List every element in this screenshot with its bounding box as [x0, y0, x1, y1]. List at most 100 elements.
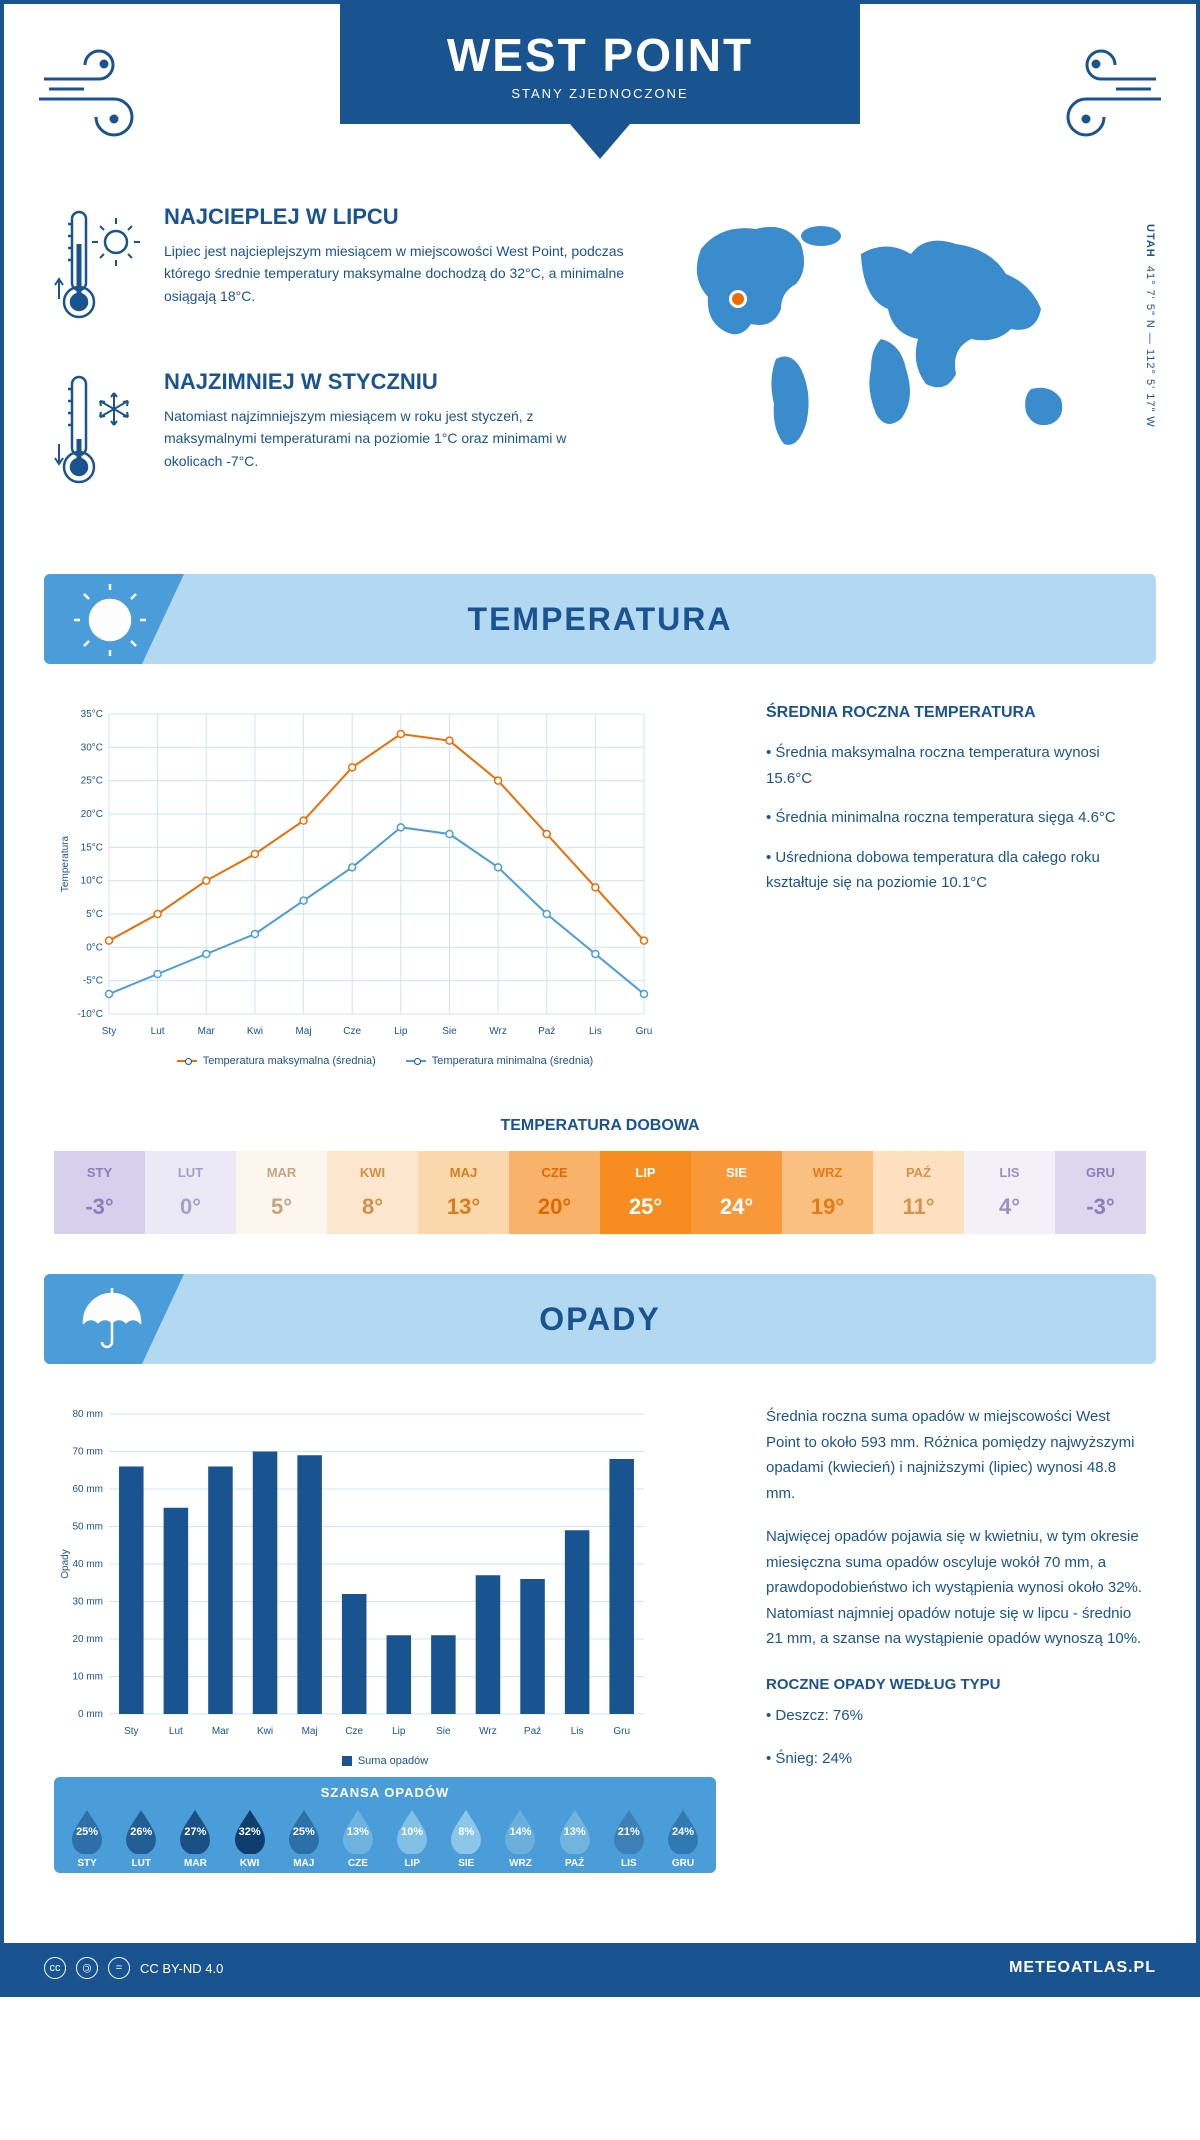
warmest-text: Lipiec jest najcieplejszym miesiącem w m…: [164, 240, 626, 307]
svg-text:Paź: Paź: [524, 1726, 541, 1737]
svg-text:Kwi: Kwi: [257, 1726, 273, 1737]
daily-temp-cell: LIS4°: [964, 1151, 1055, 1234]
daily-temp-cell: MAR5°: [236, 1151, 327, 1234]
svg-text:35°C: 35°C: [81, 709, 103, 720]
page-title: WEST POINT: [340, 28, 860, 82]
svg-text:Opady: Opady: [60, 1549, 71, 1578]
temperature-bullet: • Średnia minimalna roczna temperatura s…: [766, 805, 1146, 831]
map-block: UTAH 41° 7' 5" N — 112° 5' 17" W: [666, 204, 1146, 534]
rain-chance-item: 32%KWI: [223, 1806, 277, 1869]
precip-type-title: ROCZNE OPADY WEDŁUG TYPU: [766, 1676, 1146, 1693]
rain-chance-item: 26%LUT: [114, 1806, 168, 1869]
svg-text:20°C: 20°C: [81, 809, 103, 820]
daily-temp-cell: STY-3°: [54, 1151, 145, 1234]
temperature-bullet: • Uśredniona dobowa temperatura dla całe…: [766, 845, 1146, 896]
svg-text:Lip: Lip: [394, 1026, 408, 1037]
svg-text:Sie: Sie: [442, 1026, 457, 1037]
svg-text:Temperatura: Temperatura: [60, 835, 71, 892]
svg-text:0 mm: 0 mm: [78, 1709, 103, 1720]
svg-text:60 mm: 60 mm: [72, 1484, 103, 1495]
daily-temp-cell: LUT0°: [145, 1151, 236, 1234]
rain-chance-item: 27%MAR: [168, 1806, 222, 1869]
temperature-body: -10°C-5°C0°C5°C10°C15°C20°C25°C30°C35°CS…: [4, 664, 1196, 1107]
svg-text:Lis: Lis: [571, 1726, 584, 1737]
svg-text:70 mm: 70 mm: [72, 1447, 103, 1458]
footer: cc 🄯 = CC BY-ND 4.0 METEOATLAS.PL: [4, 1943, 1196, 1993]
license-block: cc 🄯 = CC BY-ND 4.0: [44, 1957, 223, 1979]
svg-text:-5°C: -5°C: [83, 976, 103, 987]
warmest-block: NAJCIEPLEJ W LIPCU Lipiec jest najcieple…: [54, 204, 626, 339]
page-subtitle: STANY ZJEDNOCZONE: [340, 86, 860, 101]
coldest-text: Natomiast najzimniejszym miesiącem w rok…: [164, 405, 626, 472]
coordinates: UTAH 41° 7' 5" N — 112° 5' 17" W: [1144, 224, 1156, 428]
daily-temp-cell: KWI8°: [327, 1151, 418, 1234]
temperature-header: TEMPERATURA: [44, 574, 1156, 664]
rain-chance-item: 25%STY: [60, 1806, 114, 1869]
svg-text:25°C: 25°C: [81, 776, 103, 787]
svg-text:30°C: 30°C: [81, 742, 103, 753]
svg-text:20 mm: 20 mm: [72, 1634, 103, 1645]
daily-temp-title: TEMPERATURA DOBOWA: [4, 1117, 1196, 1135]
svg-text:Mar: Mar: [212, 1726, 230, 1737]
precip-snow-pct: • Śnieg: 24%: [766, 1746, 1146, 1772]
svg-text:50 mm: 50 mm: [72, 1522, 103, 1533]
precipitation-header: OPADY: [44, 1274, 1156, 1364]
rain-chance-panel: SZANSA OPADÓW 25%STY26%LUT27%MAR32%KWI25…: [54, 1777, 716, 1873]
rain-chance-item: 8%SIE: [439, 1806, 493, 1869]
daily-temp-cell: LIP25°: [600, 1151, 691, 1234]
svg-text:10 mm: 10 mm: [72, 1672, 103, 1683]
daily-temp-cell: SIE24°: [691, 1151, 782, 1234]
svg-text:Sty: Sty: [124, 1726, 138, 1737]
precipitation-bar-chart: 0 mm 10 mm 20 mm 30 mm 40 mm 50 mm 60 mm 70 mm 8…: [54, 1404, 654, 1744]
coldest-block: NAJZIMNIEJ W STYCZNIU Natomiast najzimni…: [54, 369, 626, 504]
svg-text:Lis: Lis: [589, 1026, 602, 1037]
temperature-legend: Temperatura maksymalna (średnia) Tempera…: [54, 1055, 716, 1067]
svg-text:Lip: Lip: [392, 1726, 406, 1737]
svg-text:Gru: Gru: [613, 1726, 630, 1737]
svg-text:Lut: Lut: [151, 1026, 165, 1037]
temperature-line-chart: -10°C-5°C0°C5°C10°C15°C20°C25°C30°C35°CS…: [54, 704, 654, 1044]
thermometer-snow-icon: [54, 369, 144, 504]
rain-chance-item: 13%PAŹ: [548, 1806, 602, 1869]
svg-text:Paź: Paź: [538, 1026, 555, 1037]
thermometer-sun-icon: [54, 204, 144, 339]
cc-icon: cc: [44, 1957, 66, 1979]
svg-text:15°C: 15°C: [81, 842, 103, 853]
rain-chance-title: SZANSA OPADÓW: [54, 1785, 716, 1800]
wind-icon-left: [34, 44, 164, 144]
svg-text:Wrz: Wrz: [479, 1726, 497, 1737]
svg-text:Sie: Sie: [436, 1726, 451, 1737]
site-name: METEOATLAS.PL: [1009, 1959, 1156, 1977]
by-icon: 🄯: [76, 1957, 98, 1979]
rain-chance-item: 21%LIS: [602, 1806, 656, 1869]
daily-temp-cell: CZE20°: [509, 1151, 600, 1234]
warmest-title: NAJCIEPLEJ W LIPCU: [164, 204, 626, 230]
temperature-section-title: TEMPERATURA: [468, 601, 733, 638]
svg-text:Mar: Mar: [198, 1026, 216, 1037]
svg-text:-10°C: -10°C: [77, 1009, 103, 1020]
svg-text:80 mm: 80 mm: [72, 1409, 103, 1420]
sun-icon: [74, 584, 146, 661]
umbrella-icon: [74, 1284, 144, 1359]
license-text: CC BY-ND 4.0: [140, 1961, 223, 1976]
rain-chance-item: 25%MAJ: [277, 1806, 331, 1869]
svg-text:40 mm: 40 mm: [72, 1559, 103, 1570]
precip-rain-pct: • Deszcz: 76%: [766, 1703, 1146, 1729]
precipitation-section-title: OPADY: [539, 1301, 660, 1338]
world-map-icon: [666, 204, 1106, 464]
daily-temp-strip: STY-3°LUT0°MAR5°KWI8°MAJ13°CZE20°LIP25°S…: [54, 1151, 1146, 1234]
rain-chance-item: 10%LIP: [385, 1806, 439, 1869]
svg-text:5°C: 5°C: [86, 909, 103, 920]
nd-icon: =: [108, 1957, 130, 1979]
avg-temp-title: ŚREDNIA ROCZNA TEMPERATURA: [766, 704, 1146, 722]
daily-temp-cell: GRU-3°: [1055, 1151, 1146, 1234]
precip-text-1: Średnia roczna suma opadów w miejscowośc…: [766, 1404, 1146, 1506]
header: WEST POINT STANY ZJEDNOCZONE: [4, 4, 1196, 174]
title-banner: WEST POINT STANY ZJEDNOCZONE: [340, 4, 860, 179]
svg-text:Maj: Maj: [302, 1726, 318, 1737]
rain-chance-item: 13%CZE: [331, 1806, 385, 1869]
wind-icon-right: [1036, 44, 1166, 144]
svg-text:30 mm: 30 mm: [72, 1597, 103, 1608]
temperature-bullets: • Średnia maksymalna roczna temperatura …: [766, 740, 1146, 896]
svg-text:Cze: Cze: [345, 1726, 363, 1737]
